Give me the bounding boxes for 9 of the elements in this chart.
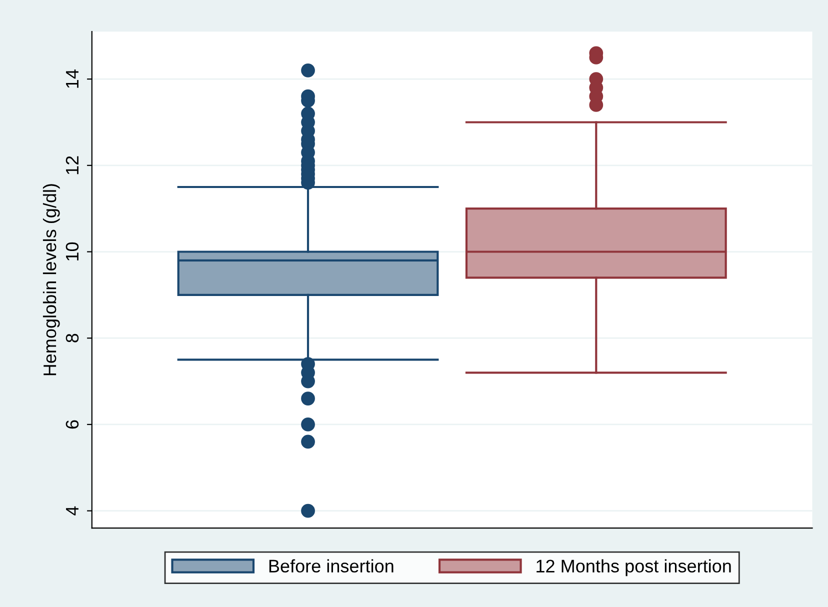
y-tick-label: 12 [66, 156, 78, 174]
y-tick-label: 10 [66, 242, 79, 260]
legend-label: Before insertion [269, 559, 394, 572]
y-tick-label: 4 [66, 506, 78, 516]
y-tick-label: 8 [66, 334, 79, 342]
y-tick-label: 6 [66, 420, 79, 429]
legend-label: 12 Months post insertion [536, 559, 731, 576]
y-tick-label: 14 [66, 70, 78, 88]
y-axis-title: Hemoglobin levels (g/dl) [42, 184, 60, 376]
